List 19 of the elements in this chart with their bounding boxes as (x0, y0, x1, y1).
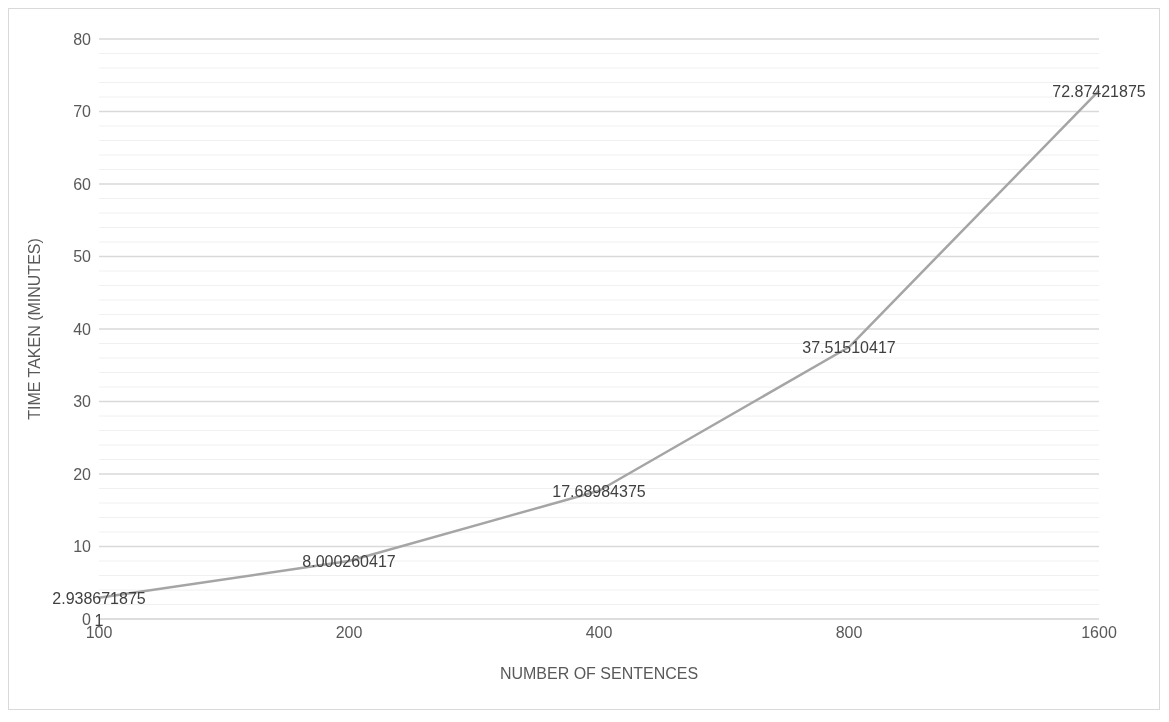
y-axis-title: TIME TAKEN (MINUTES) (25, 238, 43, 420)
y-tick-label: 40 (73, 320, 92, 338)
x-tick-label: 1600 (1081, 624, 1117, 642)
y-tick-label: 20 (73, 465, 92, 483)
data-label: 17.68984375 (552, 482, 646, 500)
x-tick-label: 400 (585, 624, 613, 642)
data-label: 72.87421875 (1052, 82, 1146, 100)
y-tick-label: 70 (73, 103, 92, 121)
x-axis-title: NUMBER OF SENTENCES (499, 665, 699, 682)
x-tick-label: 200 (335, 624, 363, 642)
y-tick-label: 30 (73, 393, 92, 411)
y-tick-label: 50 (73, 248, 92, 266)
y-tick-label: 80 (73, 30, 92, 48)
data-label: 37.51510417 (802, 339, 896, 357)
data-label: 8.000260417 (302, 553, 396, 570)
data-label: 2.938671875 (52, 589, 146, 607)
y-tick-label: 60 (73, 175, 92, 193)
x-tick-label: 800 (835, 624, 863, 642)
y-tick-label: 10 (73, 538, 92, 556)
